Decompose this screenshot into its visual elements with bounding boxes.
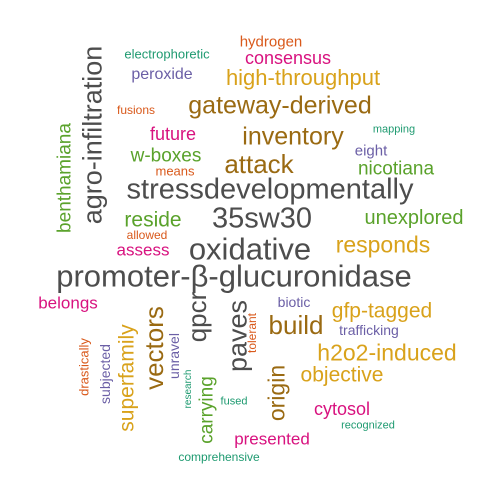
cloud-word: inventory bbox=[242, 122, 344, 151]
cloud-word: future bbox=[149, 124, 197, 144]
cloud-word: 35sw30 bbox=[212, 202, 312, 235]
cloud-word: cytosol bbox=[313, 399, 371, 419]
cloud-word: nicotiana bbox=[357, 158, 435, 180]
cloud-word: unravel bbox=[166, 333, 182, 379]
cloud-word: peroxide bbox=[131, 66, 193, 83]
cloud-word: superfamily bbox=[115, 324, 139, 432]
cloud-word: tolerant bbox=[245, 312, 259, 354]
cloud-word: biotic bbox=[277, 294, 311, 310]
cloud-word: objective bbox=[300, 363, 384, 387]
cloud-word: vectors bbox=[139, 306, 169, 390]
cloud-word: gateway-derived bbox=[188, 91, 372, 120]
cloud-word: unexplored bbox=[364, 207, 464, 229]
cloud-word: stressdevelopmentally bbox=[126, 173, 414, 206]
cloud-word: high-throughput bbox=[225, 65, 381, 90]
cloud-word: trafficking bbox=[339, 322, 399, 338]
cloud-word: h2o2-induced bbox=[317, 339, 457, 366]
cloud-word: responds bbox=[335, 231, 431, 258]
cloud-word: oxidative bbox=[188, 231, 312, 267]
cloud-word: comprehensive bbox=[178, 450, 260, 464]
cloud-word: agro-infiltration bbox=[77, 45, 108, 225]
cloud-word: allowed bbox=[126, 228, 168, 242]
cloud-word: carrying bbox=[196, 376, 218, 444]
cloud-word: belongs bbox=[38, 293, 98, 313]
cloud-word: fusions bbox=[116, 103, 156, 117]
cloud-word: assess bbox=[116, 240, 170, 260]
cloud-word: fused bbox=[220, 395, 248, 408]
cloud-word: drastically bbox=[76, 338, 92, 396]
cloud-word: consensus bbox=[244, 48, 332, 68]
cloud-word: mapping bbox=[372, 123, 416, 136]
cloud-word: w-boxes bbox=[130, 145, 202, 167]
cloud-word: benthamiana bbox=[54, 123, 76, 233]
cloud-word: subjected bbox=[97, 344, 113, 404]
cloud-word: hydrogen bbox=[239, 33, 303, 51]
cloud-word: research bbox=[183, 369, 194, 409]
cloud-word: reside bbox=[124, 208, 182, 232]
cloud-word: qpcr bbox=[182, 291, 212, 343]
cloud-word: recognized bbox=[341, 419, 395, 432]
cloud-word: attack bbox=[224, 149, 294, 179]
cloud-word: eight bbox=[354, 142, 388, 160]
cloud-word: promoter-β-glucuronidase bbox=[56, 258, 412, 294]
cloud-word: means bbox=[155, 163, 195, 179]
cloud-word: gfp-tagged bbox=[331, 299, 433, 323]
cloud-word: presented bbox=[234, 429, 310, 449]
cloud-word: origin bbox=[263, 364, 290, 422]
cloud-word: build bbox=[268, 310, 324, 340]
cloud-word: electrophoretic bbox=[124, 46, 210, 62]
